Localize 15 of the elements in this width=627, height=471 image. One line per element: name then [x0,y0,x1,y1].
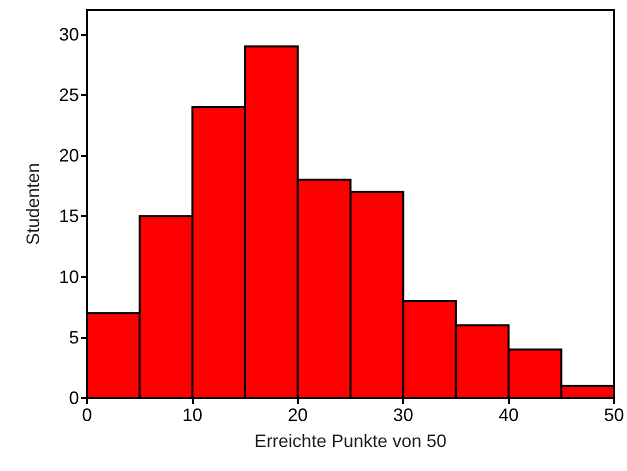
x-tick-label: 50 [604,405,624,425]
y-tick-label: 15 [58,206,79,226]
y-tick-label: 10 [58,266,79,287]
x-tick-label: 0 [82,405,92,425]
y-tick-label: 30 [58,24,79,44]
y-tick-label: 25 [58,84,79,105]
x-tick-label: 40 [498,405,519,425]
y-tick-label: 20 [58,146,79,166]
x-tick-label: 30 [393,405,414,425]
x-tick-label: 10 [182,405,202,425]
y-tick-label: 0 [68,388,79,408]
x-axis-title: Erreichte Punkte von 50 [254,431,447,451]
y-tick-label: 5 [68,327,79,348]
x-tick-label: 20 [288,405,308,425]
y-axis-title: Studenten [23,162,43,246]
